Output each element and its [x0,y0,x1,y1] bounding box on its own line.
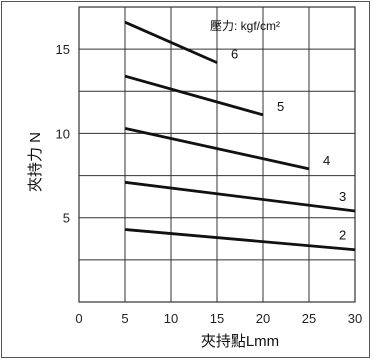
x-tick-label: 20 [256,311,270,326]
series-line-3 [124,180,356,213]
series-label-3: 3 [339,189,346,204]
series-layer: 6 5 4 3 2 [124,20,356,252]
grid-layer [78,6,356,303]
y-tick-label: 10 [56,126,70,141]
series-line-4 [124,127,310,171]
x-tick-label: 0 [75,311,82,326]
series-label-5: 5 [277,99,284,114]
x-tick-label: 5 [121,311,128,326]
y-tick-label: 15 [56,42,70,57]
y-axis-title: 夾持力 N [27,132,44,192]
x-tick-label: 15 [210,311,224,326]
x-tick-label: 10 [164,311,178,326]
series-line-5 [124,74,264,117]
x-tick-label: 30 [348,311,362,326]
x-tick-label: 25 [302,311,316,326]
series-line-2 [124,228,356,252]
series-label-2: 2 [339,228,346,243]
y-tick-label: 5 [63,211,70,226]
series-line-6 [124,20,218,64]
series-label-4: 4 [323,153,330,168]
x-axis-title: 夾持點Lmm [201,333,279,350]
legend-title: 壓力: kgf/cm² [210,19,280,33]
series-label-6: 6 [231,47,238,62]
